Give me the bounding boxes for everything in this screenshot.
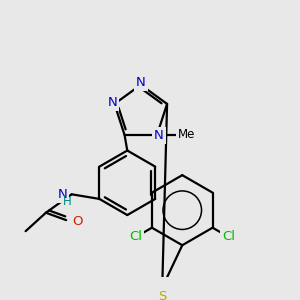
Text: N: N [136,76,146,89]
Text: Cl: Cl [222,230,235,243]
Text: Me: Me [178,128,195,141]
Text: Cl: Cl [130,230,142,243]
Text: N: N [154,129,164,142]
Text: O: O [72,215,83,229]
Text: N: N [58,188,67,201]
Text: N: N [108,97,118,110]
Text: S: S [158,290,166,300]
Text: H: H [63,195,71,208]
